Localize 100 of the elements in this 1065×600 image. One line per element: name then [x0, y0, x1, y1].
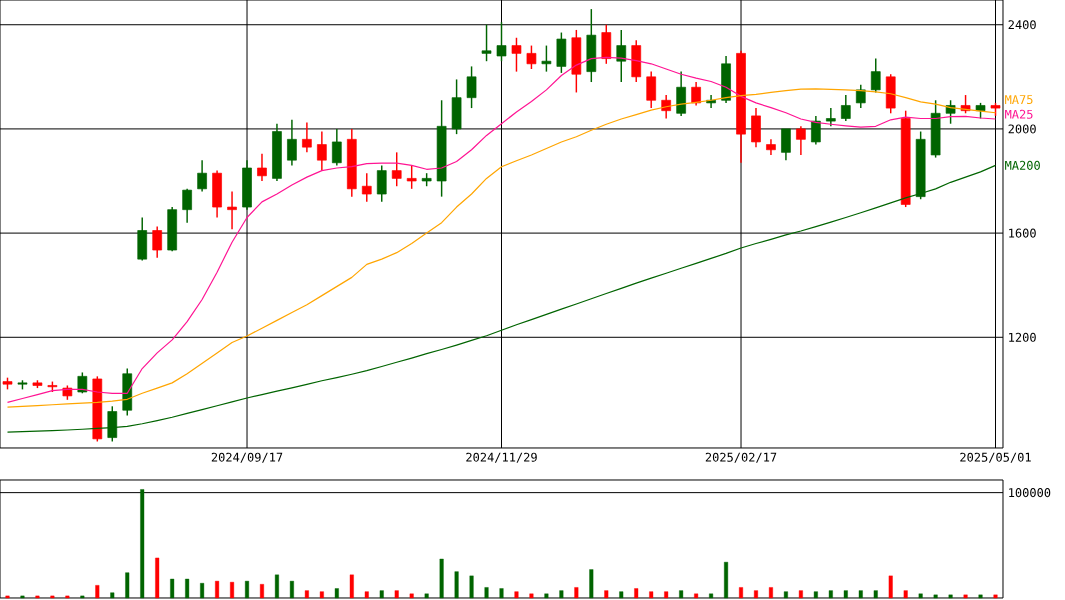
y-tick-label: 2400: [1008, 20, 1036, 30]
candlestick: [781, 128, 791, 161]
bar: [619, 591, 624, 599]
candlestick: [317, 130, 327, 172]
bar: [80, 595, 85, 599]
y-tick-label: 100000: [1009, 488, 1051, 498]
bar: [679, 590, 684, 599]
x-tick-label: 2024/09/17: [211, 452, 283, 463]
bar: [5, 595, 10, 599]
y-tick-label: 1600: [1009, 228, 1036, 238]
bar: [559, 590, 564, 599]
bar: [454, 571, 459, 599]
bar: [65, 595, 70, 599]
candlestick: [691, 81, 701, 107]
x-tick-label: 2024/11/29: [466, 452, 537, 463]
bar: [888, 575, 893, 599]
candlestick: [855, 83, 866, 109]
y-tick-label: 2000: [1008, 124, 1036, 134]
candlestick: [646, 70, 657, 109]
y-tick-label: 1200: [1009, 332, 1036, 342]
series-label: MA200: [1005, 160, 1040, 170]
bar: [873, 590, 878, 599]
bar: [349, 574, 354, 599]
candlestick: [616, 29, 627, 83]
candlestick: [332, 128, 342, 167]
bar: [724, 561, 729, 599]
candlestick: [406, 164, 417, 190]
bar: [334, 588, 339, 599]
bar: [245, 580, 250, 599]
series-label: MA75: [1005, 95, 1033, 105]
bar: [828, 590, 833, 599]
candlestick: [152, 225, 163, 259]
candlestick: [376, 164, 387, 203]
bar: [185, 578, 190, 599]
bar: [544, 593, 549, 599]
bar: [200, 583, 205, 599]
bar: [424, 593, 429, 599]
bar: [20, 595, 25, 599]
candlestick: [496, 21, 507, 62]
candlestick: [391, 151, 402, 187]
bar: [529, 593, 534, 599]
candlestick: [870, 57, 881, 94]
candlestick: [227, 190, 237, 230]
bar: [813, 591, 818, 599]
candlestick: [287, 119, 297, 167]
bar: [110, 592, 115, 599]
bar: [918, 593, 923, 599]
candlestick: [511, 37, 522, 73]
bar: [903, 590, 908, 599]
bar: [215, 580, 220, 599]
bar: [289, 580, 294, 599]
candlestick: [481, 24, 492, 62]
candlestick: [840, 94, 851, 122]
candlestick: [257, 152, 267, 182]
bar: [170, 578, 175, 599]
bar: [140, 489, 145, 599]
bar: [304, 590, 309, 599]
bar: [439, 558, 444, 599]
candlestick: [541, 44, 552, 73]
bar: [843, 590, 848, 599]
bar: [634, 588, 639, 599]
bar: [95, 585, 100, 599]
bar: [230, 581, 235, 599]
bar: [379, 590, 384, 599]
bar: [768, 587, 773, 599]
bar: [858, 590, 863, 599]
bar: [933, 594, 938, 599]
bar: [484, 587, 489, 599]
bar: [604, 590, 609, 599]
bar: [664, 591, 669, 599]
bar: [274, 574, 279, 599]
bar: [514, 591, 519, 599]
x-tick-label: 2025/02/17: [705, 452, 777, 463]
bar: [394, 590, 399, 599]
bar: [155, 557, 160, 599]
candlestick: [302, 121, 312, 154]
candlestick: [197, 159, 207, 193]
bar: [125, 572, 130, 599]
candlestick: [526, 44, 537, 70]
bar: [694, 593, 699, 599]
candlestick: [466, 65, 477, 109]
x-tick-label: 2025/05/01: [960, 452, 1031, 463]
bar: [649, 591, 654, 599]
bar: [739, 587, 744, 599]
bar: [364, 591, 369, 599]
bar: [978, 594, 983, 599]
bar: [499, 588, 504, 599]
bar: [963, 594, 968, 599]
bar: [50, 595, 55, 599]
bar: [993, 594, 998, 599]
bar: [469, 575, 474, 599]
bar: [783, 591, 788, 599]
bar: [409, 593, 414, 599]
bar: [319, 591, 324, 599]
bar: [259, 584, 264, 599]
candlestick: [811, 115, 821, 146]
candlestick: [826, 107, 836, 128]
series-label: MA25: [1005, 109, 1033, 119]
bar: [589, 569, 594, 599]
candlestick: [796, 125, 806, 156]
